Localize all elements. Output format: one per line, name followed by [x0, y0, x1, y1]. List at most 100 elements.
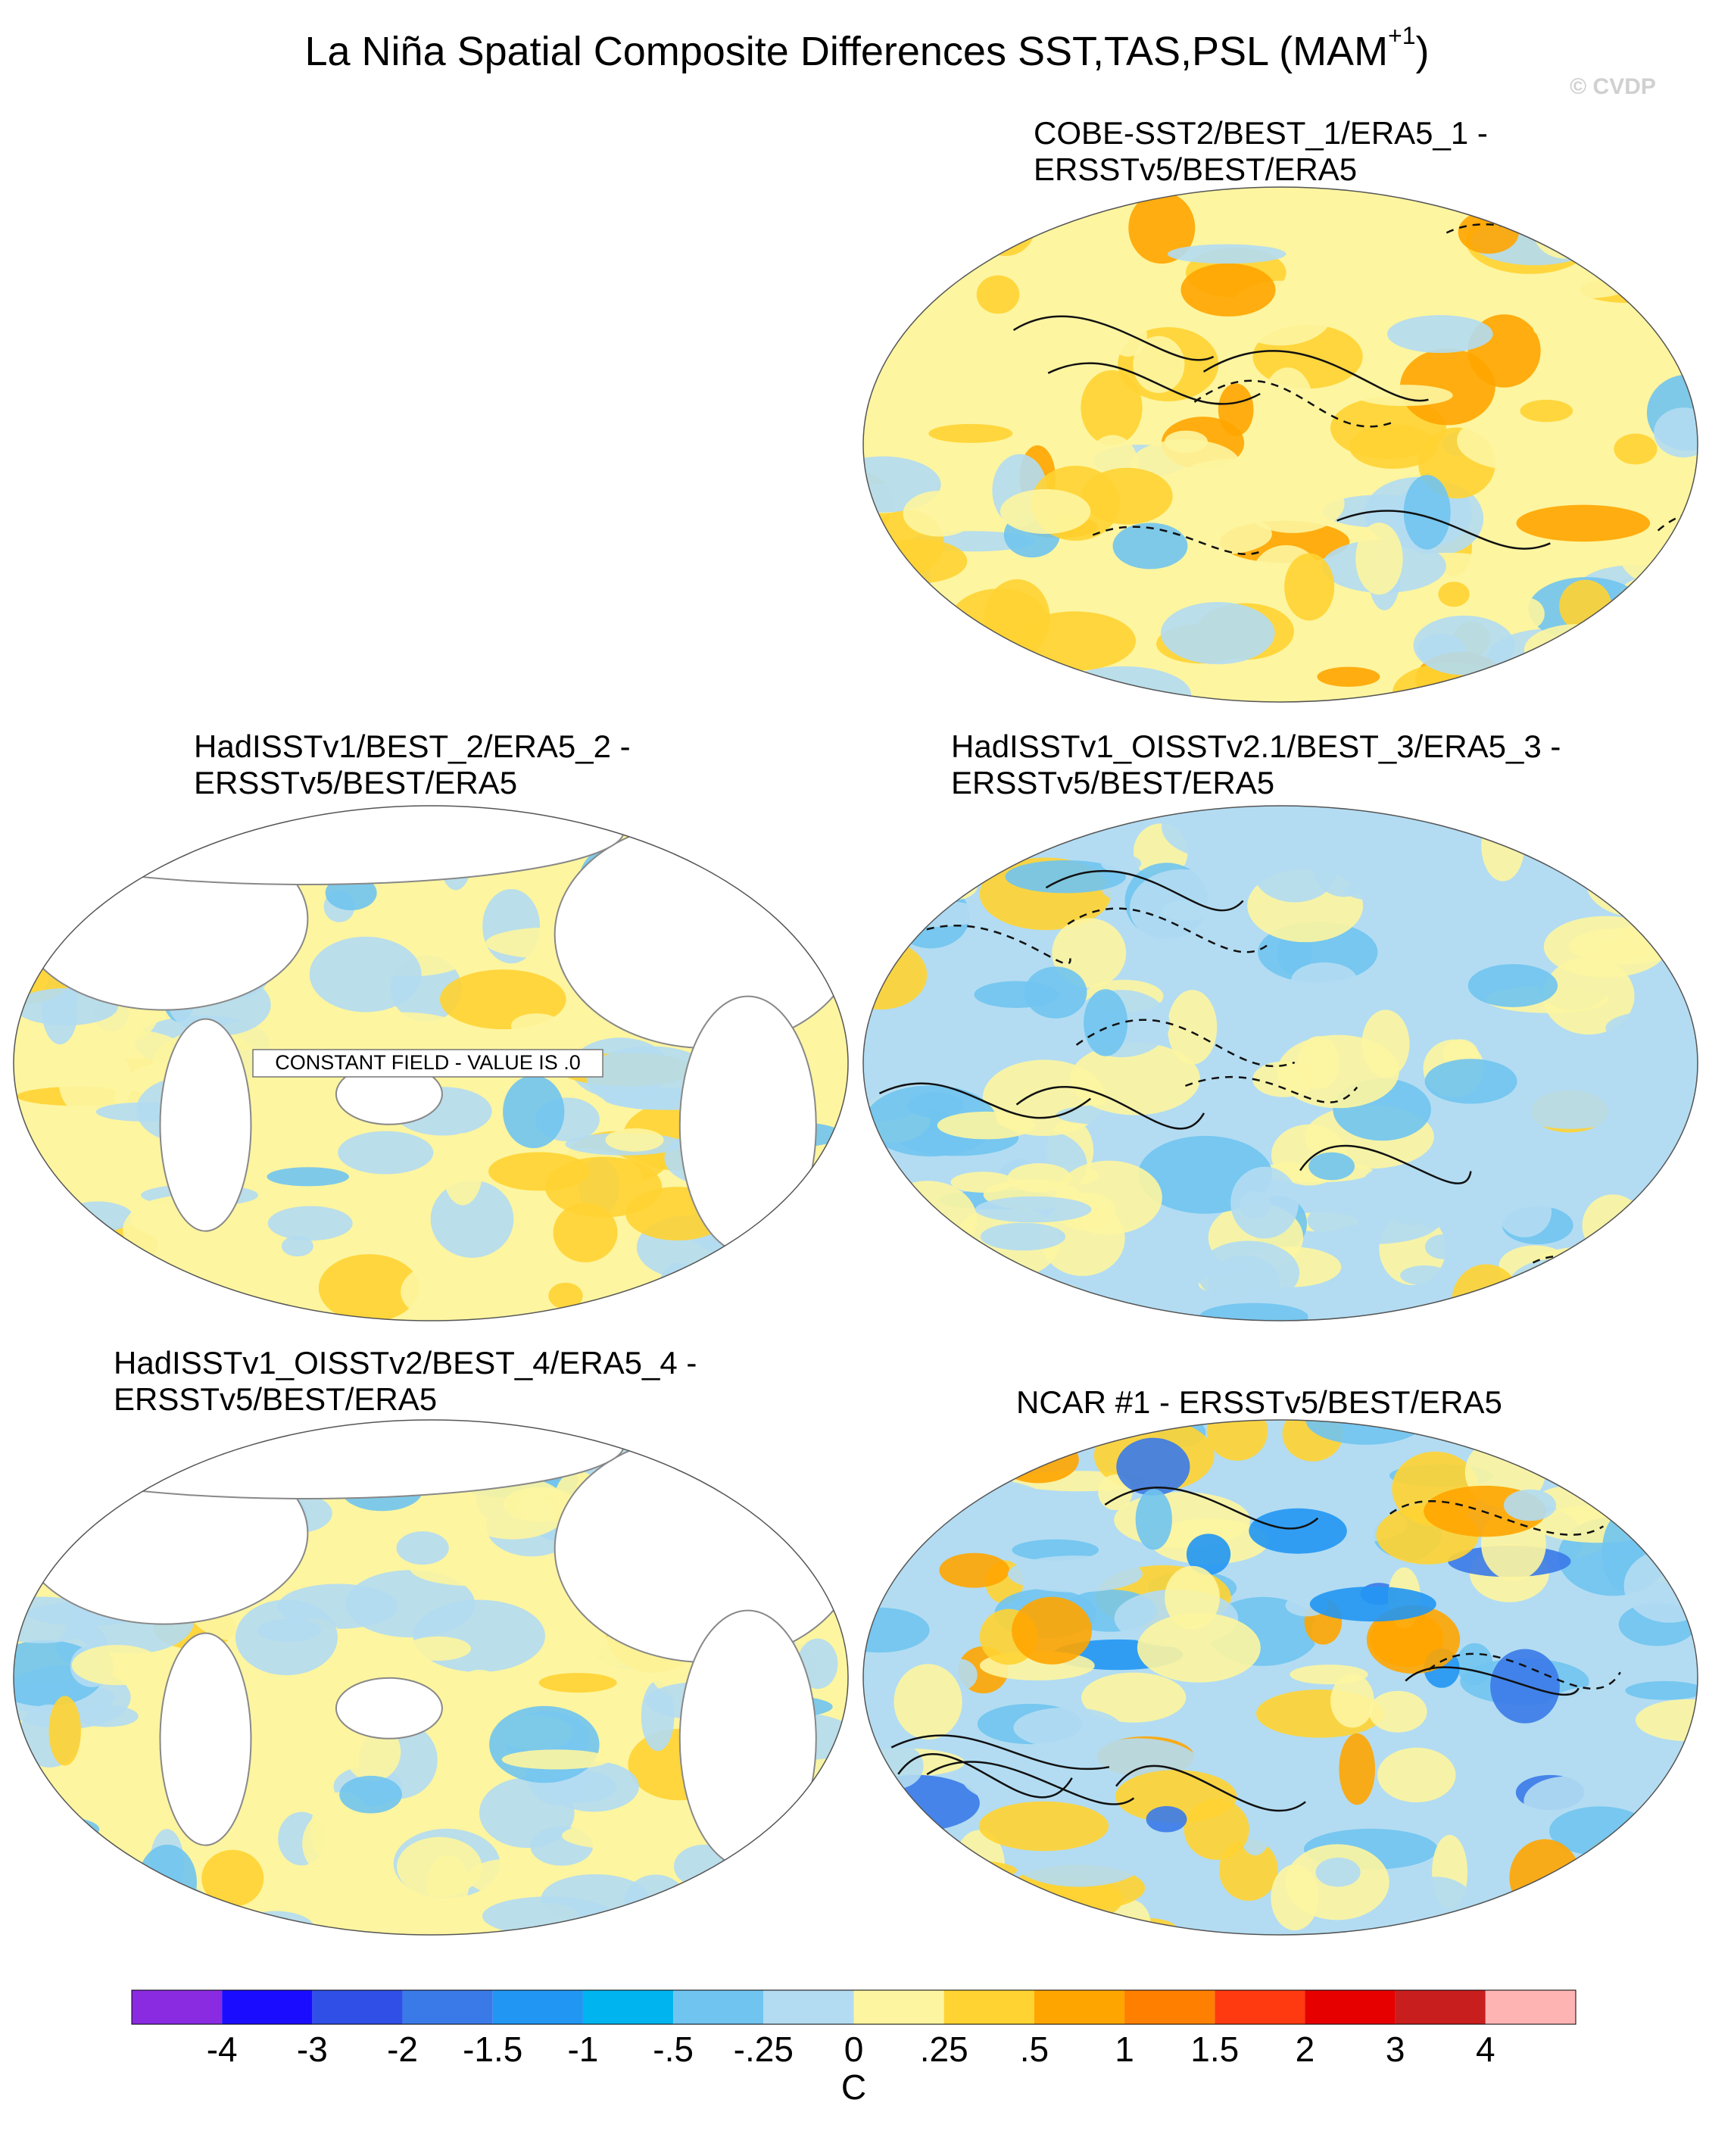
field-patch — [1554, 1855, 1676, 1920]
field-patch — [1665, 1150, 1698, 1201]
field-patch — [1424, 1234, 1462, 1259]
field-patch — [1013, 1707, 1122, 1749]
field-patch — [619, 1428, 679, 1452]
field-patch — [1084, 989, 1128, 1056]
panel-title: ERSSTv5/BEST/ERA5 — [194, 765, 517, 800]
field-patch — [401, 1256, 535, 1321]
field-patch — [65, 830, 99, 884]
land — [159, 1632, 252, 1846]
field-patch — [1284, 553, 1335, 621]
field-patch — [706, 1253, 772, 1311]
psl-contour — [1405, 1666, 1580, 1696]
field-patch — [1336, 1286, 1455, 1321]
field-patch — [1055, 666, 1192, 702]
field-patch — [1315, 1857, 1361, 1887]
field-patch — [1577, 821, 1642, 879]
constant-field-note: CONSTANT FIELD - VALUE IS .0 — [275, 1051, 581, 1074]
field-patch — [31, 1436, 150, 1471]
field-patch — [887, 824, 985, 875]
field-patch — [48, 1696, 81, 1766]
field-patch — [863, 940, 928, 1010]
field-patch — [267, 1167, 350, 1187]
field-patch — [781, 1420, 848, 1475]
colorbar-label: -4 — [207, 2030, 238, 2069]
field-patch — [1576, 826, 1611, 897]
field-patch — [1645, 883, 1698, 921]
field-patch — [1100, 854, 1142, 873]
field-patch — [1252, 1061, 1315, 1097]
field-patch — [1533, 315, 1596, 342]
field-patch — [903, 490, 977, 537]
field-patch — [14, 1815, 100, 1842]
field-patch — [106, 1278, 231, 1321]
field-patch — [1637, 1463, 1698, 1515]
field-patch — [50, 1222, 113, 1257]
colorbar-box — [222, 1990, 313, 2024]
psl-contour — [926, 1761, 1135, 1805]
colorbar-label: .25 — [920, 2030, 968, 2069]
field-patch — [863, 1449, 889, 1524]
field-patch — [14, 1207, 86, 1249]
field-patch — [1559, 579, 1612, 632]
field-patch — [1654, 407, 1698, 458]
field-patch — [1396, 1877, 1476, 1935]
field-patch — [605, 1128, 664, 1152]
field-patch — [863, 1607, 930, 1653]
field-patch — [397, 1836, 482, 1898]
field-patch — [1249, 1508, 1347, 1554]
land — [159, 1018, 252, 1232]
field-patch — [338, 1131, 434, 1175]
field-patch — [1511, 1420, 1596, 1446]
field-patch — [1007, 1163, 1071, 1193]
field-patch — [962, 1751, 1088, 1805]
field-patch — [1566, 806, 1680, 850]
field-patch — [1109, 316, 1147, 357]
figure-title: La Niña Spatial Composite Differences SS… — [304, 22, 1429, 74]
field-patch — [510, 1013, 562, 1039]
field-patch — [1456, 1643, 1493, 1685]
field-patch — [803, 878, 848, 931]
field-patch — [1555, 1752, 1673, 1778]
field-patch — [14, 1168, 51, 1198]
field-patch — [696, 806, 806, 849]
field-patch — [1349, 424, 1437, 470]
field-patch — [1507, 1259, 1604, 1318]
colorbar-frame — [131, 1989, 1577, 2025]
colorbar-box — [1034, 1990, 1125, 2024]
title-suffix: ) — [1416, 29, 1430, 74]
field-patch — [1162, 900, 1212, 921]
field-patch — [1135, 1489, 1172, 1550]
field-patch — [158, 806, 206, 847]
field-patch — [1262, 367, 1314, 441]
field-patch — [950, 1277, 1022, 1321]
field-patch — [1230, 1166, 1299, 1239]
field-patch — [1636, 1212, 1672, 1239]
field-patch — [1614, 433, 1658, 465]
field-patch — [430, 1180, 514, 1258]
field-patch — [1516, 504, 1651, 542]
field-patch — [928, 1480, 1055, 1542]
field-patch — [976, 275, 1020, 314]
field-patch — [1594, 940, 1648, 960]
field-patch — [14, 1892, 52, 1935]
field-patch — [1508, 1137, 1586, 1175]
colorbar-label: -.25 — [734, 2030, 794, 2069]
field-patch — [1088, 687, 1123, 702]
field-patch — [1533, 203, 1596, 259]
field-patch — [410, 1550, 540, 1587]
psl-contour — [1428, 1652, 1621, 1690]
psl-contour — [878, 1082, 1091, 1119]
field-patch — [338, 1890, 404, 1915]
colorbar-box — [673, 1990, 764, 2024]
psl-contour — [1092, 526, 1264, 555]
field-patch — [1351, 234, 1430, 289]
field-patch — [741, 1851, 848, 1912]
psl-contour — [901, 924, 1071, 965]
panel-title: HadISSTv1_OISSTv2/BEST_4/ERA5_4 - — [114, 1345, 697, 1381]
field-patch — [1161, 806, 1281, 860]
panel-title: HadISSTv1_OISSTv2.1/BEST_3/ERA5_3 - — [951, 729, 1561, 764]
field-patch — [1011, 1282, 1081, 1301]
field-patch — [816, 894, 848, 926]
